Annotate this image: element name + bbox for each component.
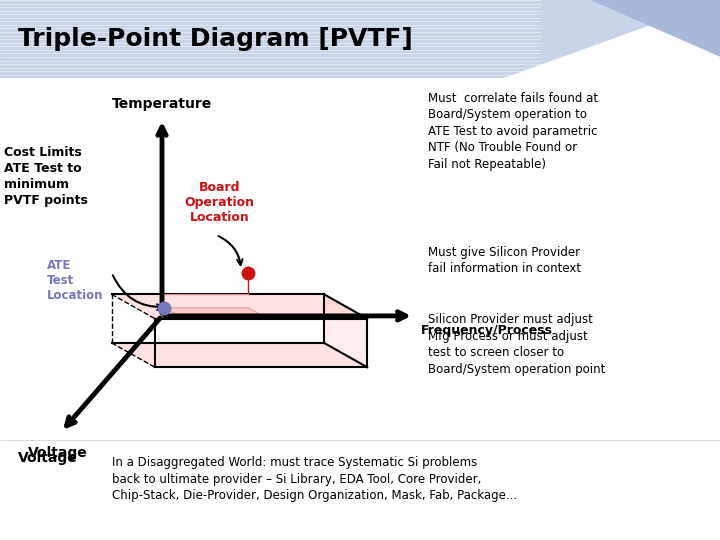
Polygon shape [112, 294, 367, 319]
Text: Temperature: Temperature [112, 97, 212, 111]
Text: Must give Silicon Provider
fail information in context: Must give Silicon Provider fail informat… [428, 246, 582, 275]
Text: In a Disaggregated World: must trace Systematic Si problems
back to ultimate pro: In a Disaggregated World: must trace Sys… [112, 456, 517, 502]
Text: Voltage: Voltage [28, 446, 87, 460]
Polygon shape [164, 308, 266, 318]
Polygon shape [590, 0, 720, 57]
Bar [0, 78, 720, 540]
Text: ATE
Test
Location: ATE Test Location [47, 259, 103, 302]
Polygon shape [112, 343, 367, 367]
Text: Frequency/Process: Frequency/Process [421, 324, 553, 337]
Text: Cost Limits
ATE Test to
minimum
PVTF points: Cost Limits ATE Test to minimum PVTF poi… [4, 146, 87, 207]
Polygon shape [504, 0, 720, 78]
Text: Must  correlate fails found at
Board/System operation to
ATE Test to avoid param: Must correlate fails found at Board/Syst… [428, 92, 598, 171]
Text: Board
Operation
Location: Board Operation Location [184, 181, 255, 224]
Bar [0, 0, 720, 78]
Text: Triple-Point Diagram [PVTF]: Triple-Point Diagram [PVTF] [18, 27, 413, 51]
Text: Silicon Provider must adjust
Mfg Process or must adjust
test to screen closer to: Silicon Provider must adjust Mfg Process… [428, 313, 606, 376]
Polygon shape [324, 294, 367, 367]
Text: Voltage: Voltage [18, 451, 78, 465]
